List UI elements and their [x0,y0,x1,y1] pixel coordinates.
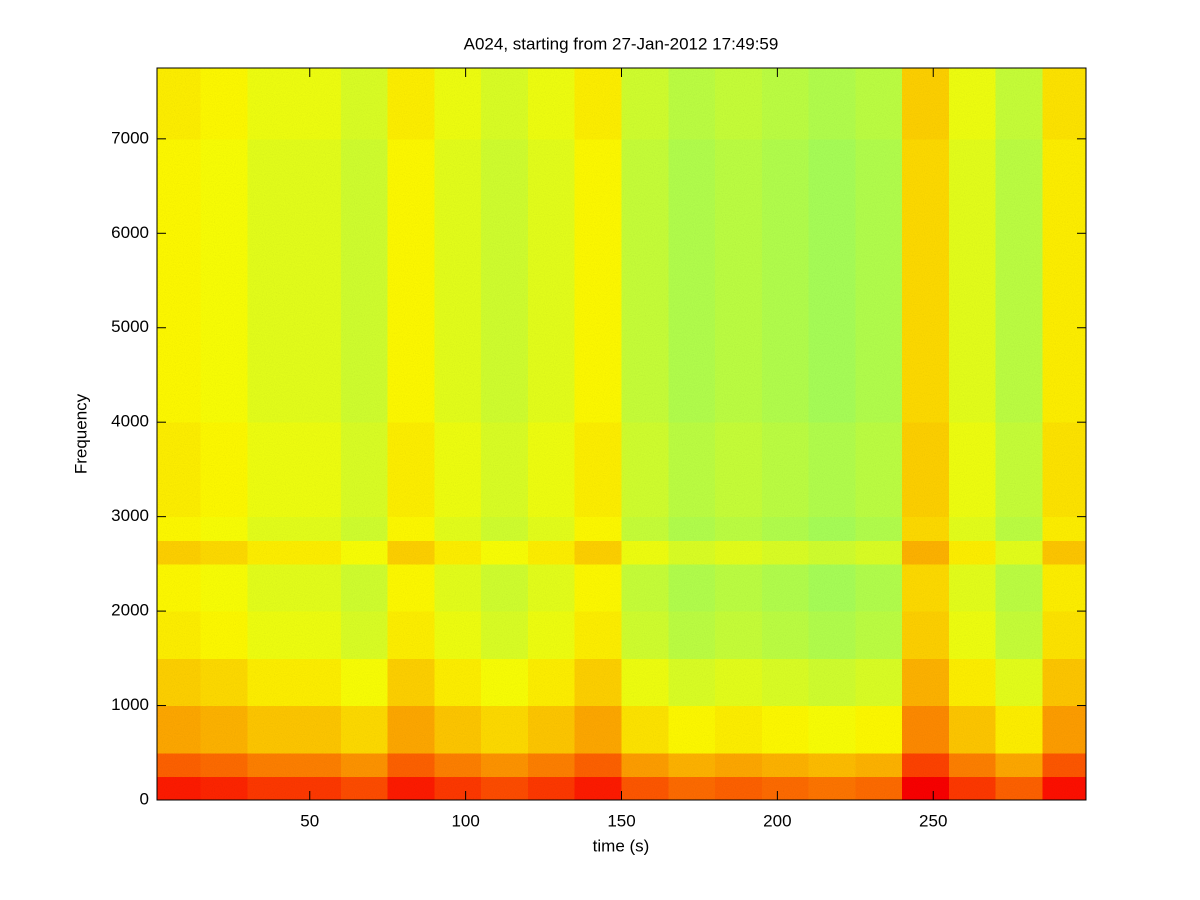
x-axis-label: time (s) [593,836,650,855]
x-tick-label: 100 [451,811,479,830]
y-tick-label: 5000 [111,317,149,336]
y-tick-label: 2000 [111,601,149,620]
y-tick-label: 3000 [111,506,149,525]
y-axis-label: Frequency [71,393,90,474]
texture [157,68,1086,800]
chart-title: A024, starting from 27-Jan-2012 17:49:59 [464,34,779,53]
y-tick-label: 0 [140,789,149,808]
y-tick-label: 4000 [111,412,149,431]
x-tick-label: 250 [919,811,947,830]
x-tick-label: 200 [763,811,791,830]
y-tick-label: 6000 [111,223,149,242]
y-tick-label: 7000 [111,128,149,147]
axes: 50 100 150 200 250 0 1000 2000 3000 4000 5000 6000 7… [111,68,1086,830]
y-tick-label: 1000 [111,695,149,714]
x-tick-label: 50 [300,811,319,830]
x-tick-label: 150 [607,811,635,830]
